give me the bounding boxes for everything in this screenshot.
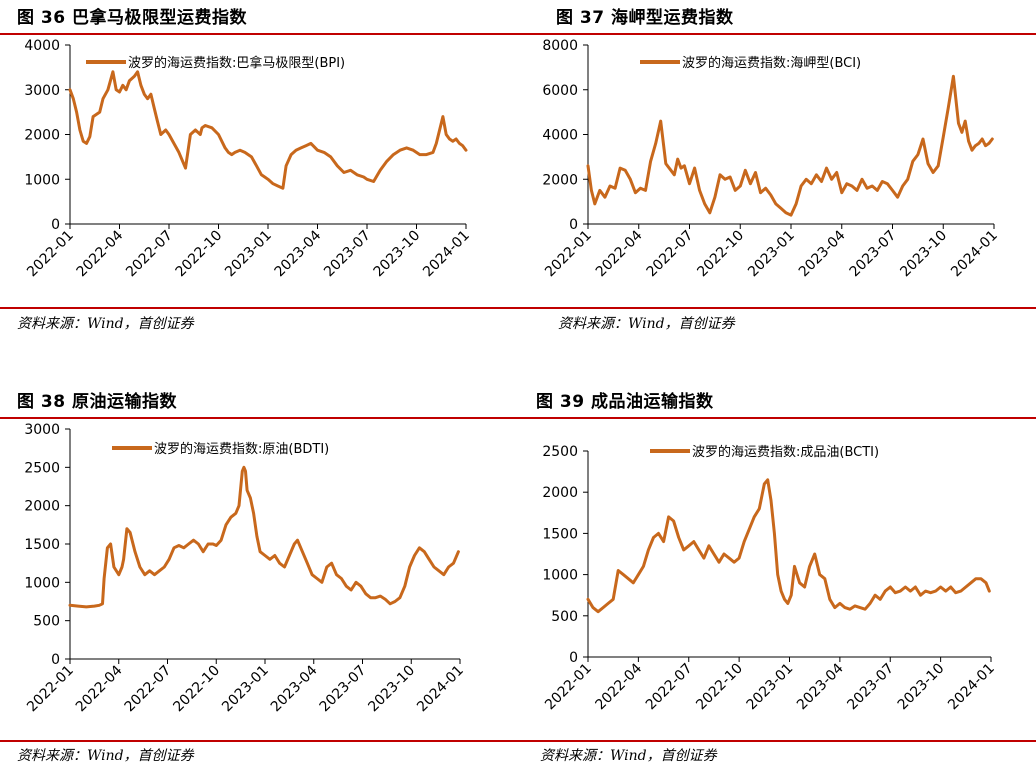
x-tick-label: 2023-07 bbox=[317, 663, 370, 716]
top-rule bbox=[0, 33, 518, 35]
x-tick-label: 2022-04 bbox=[593, 227, 646, 280]
x-tick-label: 2022-10 bbox=[693, 661, 746, 714]
x-tick-label: 2023-07 bbox=[844, 661, 897, 714]
x-tick-label: 2022-07 bbox=[123, 228, 176, 281]
x-tick-label: 2024-01 bbox=[945, 661, 998, 714]
top-rule bbox=[518, 33, 1036, 35]
figure-title: 图 39 成品油运输指数 bbox=[536, 392, 714, 412]
y-tick-label: 8000 bbox=[542, 38, 578, 54]
figure-38-panel: 图 38 原油运输指数 0 500 1000 1500 2000 2500 3000 2022… bbox=[0, 384, 518, 768]
y-tick-label: 4000 bbox=[24, 38, 60, 54]
top-rule bbox=[0, 417, 518, 419]
x-tick-label: 2022-07 bbox=[644, 228, 697, 281]
y-tick-label: 1000 bbox=[24, 172, 60, 188]
x-tick-label: 2022-01 bbox=[542, 661, 595, 714]
x-tick-label: 2023-04 bbox=[794, 660, 847, 713]
y-tick-label: 2000 bbox=[542, 172, 578, 188]
x-tick-label: 2023-01 bbox=[219, 663, 272, 716]
source-note: 资料来源：Wind，首创证券 bbox=[17, 316, 194, 332]
top-rule bbox=[518, 417, 1036, 419]
x-tick-label: 2022-07 bbox=[122, 663, 175, 716]
x-tick-label: 2024-01 bbox=[420, 228, 473, 281]
x-tick-label: 2023-10 bbox=[365, 663, 418, 716]
x-tick-label: 2024-01 bbox=[948, 228, 1001, 281]
y-tick-label: 0 bbox=[569, 650, 578, 666]
x-tick-label: 2023-10 bbox=[897, 228, 950, 281]
legend-label: 波罗的海运费指数:成品油(BCTI) bbox=[692, 444, 879, 460]
x-tick-label: 2023-04 bbox=[268, 662, 321, 715]
figure-37-panel: 图 37 海岬型运费指数 0 2000 4000 6000 8000 2022-01 202… bbox=[518, 0, 1036, 384]
figure-39-panel: 图 39 成品油运输指数 0 500 1000 1500 2000 2500 2022-01… bbox=[518, 384, 1036, 768]
series-line bbox=[586, 478, 991, 614]
x-tick-label: 2022-01 bbox=[24, 228, 77, 281]
source-note: 资料来源：Wind，首创证券 bbox=[540, 748, 717, 764]
x-tick-label: 2022-07 bbox=[643, 661, 696, 714]
bottom-rule bbox=[0, 740, 518, 742]
y-tick-label: 1000 bbox=[24, 575, 60, 591]
bdti-line-chart: 0500100015002000250030002022-012022-0420… bbox=[24, 422, 467, 716]
legend-label: 波罗的海运费指数:海岬型(BCI) bbox=[682, 55, 861, 71]
bottom-rule bbox=[518, 307, 1036, 309]
legend-label: 波罗的海运费指数:巴拿马极限型(BPI) bbox=[128, 55, 345, 71]
y-tick-label: 2500 bbox=[24, 460, 60, 476]
x-tick-label: 2023-01 bbox=[744, 661, 797, 714]
bci-line-chart: 020004000600080002022-012022-042022-0720… bbox=[542, 38, 1001, 281]
y-tick-label: 3000 bbox=[24, 83, 60, 99]
source-note: 资料来源：Wind，首创证券 bbox=[17, 748, 194, 764]
y-tick-label: 1500 bbox=[24, 537, 60, 553]
x-tick-label: 2023-10 bbox=[895, 661, 948, 714]
series-line bbox=[68, 70, 468, 190]
x-tick-label: 2022-10 bbox=[170, 663, 223, 716]
x-tick-label: 2022-04 bbox=[593, 660, 646, 713]
figure-title: 图 36 巴拿马极限型运费指数 bbox=[17, 8, 247, 28]
x-tick-label: 2022-04 bbox=[73, 662, 126, 715]
figure-36-panel: 图 36 巴拿马极限型运费指数 0 1000 2000 3000 4000 2022-01… bbox=[0, 0, 518, 384]
y-tick-label: 2000 bbox=[24, 128, 60, 144]
y-tick-label: 2500 bbox=[542, 444, 578, 460]
y-tick-label: 1500 bbox=[542, 526, 578, 542]
figure-title: 图 38 原油运输指数 bbox=[17, 392, 177, 412]
y-tick-label: 500 bbox=[33, 614, 60, 630]
legend-label: 波罗的海运费指数:原油(BDTI) bbox=[154, 441, 329, 457]
x-tick-label: 2022-01 bbox=[542, 228, 595, 281]
series-line bbox=[68, 465, 460, 609]
y-tick-label: 0 bbox=[51, 652, 60, 668]
x-tick-label: 2022-10 bbox=[173, 228, 226, 281]
x-tick-label: 2022-04 bbox=[74, 227, 127, 280]
x-tick-label: 2022-01 bbox=[24, 663, 77, 716]
x-tick-label: 2023-10 bbox=[371, 228, 424, 281]
x-tick-label: 2023-01 bbox=[222, 228, 275, 281]
x-tick-label: 2023-07 bbox=[847, 228, 900, 281]
y-tick-label: 0 bbox=[51, 217, 60, 233]
bottom-rule bbox=[0, 307, 518, 309]
y-tick-label: 3000 bbox=[24, 422, 60, 438]
bpi-line-chart: 010002000300040002022-012022-042022-0720… bbox=[24, 38, 473, 281]
source-note: 资料来源：Wind，首创证券 bbox=[558, 316, 735, 332]
series-line bbox=[586, 74, 994, 217]
x-tick-label: 2023-07 bbox=[321, 228, 374, 281]
x-tick-label: 2024-01 bbox=[414, 663, 467, 716]
x-tick-label: 2022-10 bbox=[694, 228, 747, 281]
x-tick-label: 2023-04 bbox=[272, 227, 325, 280]
x-tick-label: 2023-04 bbox=[796, 227, 849, 280]
y-tick-label: 1000 bbox=[542, 568, 578, 584]
x-tick-label: 2023-01 bbox=[745, 228, 798, 281]
bottom-rule bbox=[518, 740, 1036, 742]
y-tick-label: 2000 bbox=[542, 485, 578, 501]
y-tick-label: 4000 bbox=[542, 128, 578, 144]
y-tick-label: 2000 bbox=[24, 499, 60, 515]
bcti-line-chart: 0 500 1000 1500 2000 2500 2022-012022-042022-0… bbox=[542, 444, 998, 714]
y-tick-label: 500 bbox=[551, 609, 578, 625]
figure-title: 图 37 海岬型运费指数 bbox=[556, 8, 734, 28]
y-tick-label: 6000 bbox=[542, 83, 578, 99]
y-tick-label: 0 bbox=[569, 217, 578, 233]
